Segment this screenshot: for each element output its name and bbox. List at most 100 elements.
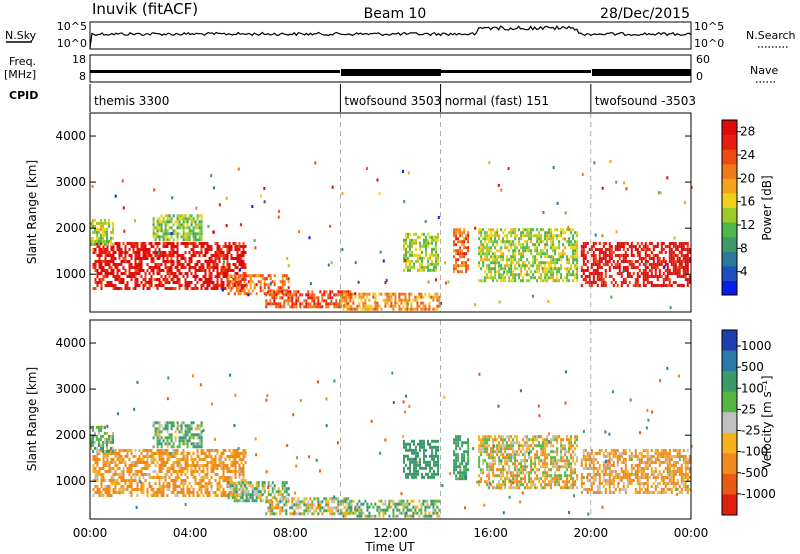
data-cell <box>239 223 242 227</box>
data-cell <box>538 231 541 235</box>
data-cell <box>642 257 645 260</box>
data-cell <box>196 442 199 446</box>
data-cell <box>100 221 102 225</box>
data-cell <box>504 240 507 244</box>
data-cell <box>342 298 345 302</box>
data-cell <box>415 445 417 449</box>
data-cell <box>331 506 334 510</box>
data-cell <box>422 301 425 305</box>
data-cell <box>92 251 95 254</box>
data-cell <box>269 509 272 513</box>
data-cell <box>224 464 227 467</box>
data-cell <box>506 441 509 445</box>
data-cell <box>255 493 258 497</box>
data-cell <box>337 512 340 516</box>
data-cell <box>206 281 209 284</box>
data-cell <box>514 228 517 232</box>
data-cell <box>224 449 227 452</box>
data-cell <box>490 435 493 439</box>
data-cell <box>437 259 439 263</box>
data-cell <box>224 275 227 278</box>
data-cell <box>520 279 523 283</box>
data-cell <box>281 493 284 497</box>
data-cell <box>678 275 681 278</box>
data-cell <box>390 301 393 305</box>
data-cell <box>285 490 288 494</box>
data-cell <box>520 234 523 238</box>
data-cell <box>492 471 495 475</box>
data-cell <box>457 270 460 274</box>
data-cell <box>504 480 507 484</box>
data-cell <box>514 267 517 271</box>
data-cell <box>616 266 619 269</box>
data-cell <box>311 296 314 300</box>
data-cell <box>576 276 579 280</box>
data-cell <box>126 479 129 482</box>
data-cell <box>404 514 407 518</box>
data-cell <box>640 257 643 260</box>
data-cell <box>188 263 191 266</box>
data-cell <box>344 499 347 503</box>
data-cell <box>263 277 266 281</box>
data-cell <box>662 281 665 284</box>
data-cell <box>463 468 466 472</box>
data-cell <box>190 464 193 467</box>
data-cell <box>182 488 185 491</box>
data-cell <box>238 470 241 473</box>
data-cell <box>194 223 197 227</box>
data-cell <box>210 449 213 452</box>
data-cell <box>94 263 97 266</box>
data-cell <box>142 473 145 476</box>
data-cell <box>398 298 401 302</box>
data-cell <box>118 263 121 266</box>
data-cell <box>214 449 217 452</box>
data-cell <box>562 243 565 247</box>
data-cell <box>227 274 230 278</box>
data-cell <box>572 258 575 262</box>
data-cell <box>516 483 519 487</box>
data-cell <box>295 305 298 309</box>
data-cell <box>257 274 260 278</box>
data-cell <box>536 438 539 442</box>
data-cell <box>150 245 153 248</box>
data-cell <box>568 261 571 265</box>
data-cell <box>124 284 127 287</box>
data-cell <box>552 270 555 274</box>
data-cell <box>273 290 276 294</box>
data-cell <box>435 247 437 251</box>
data-cell <box>612 260 615 263</box>
data-cell <box>206 470 209 473</box>
data-cell <box>293 305 296 309</box>
data-cell <box>100 239 102 243</box>
data-cell <box>190 467 193 470</box>
data-cell <box>285 274 288 278</box>
data-cell <box>148 242 151 245</box>
data-cell <box>467 441 470 445</box>
colorbar-swatch <box>722 149 737 165</box>
data-cell <box>546 474 549 478</box>
data-cell <box>652 254 655 257</box>
data-cell <box>540 240 543 244</box>
data-cell <box>382 502 385 506</box>
data-cell <box>90 425 92 429</box>
data-cell <box>106 443 108 447</box>
data-cell <box>196 214 199 218</box>
data-cell <box>672 281 675 284</box>
data-cell <box>188 229 191 233</box>
data-cell <box>104 284 107 287</box>
data-cell <box>510 453 513 457</box>
data-cell <box>526 270 529 274</box>
data-cell <box>409 238 411 242</box>
data-cell <box>154 242 157 245</box>
data-cell <box>417 463 419 467</box>
data-cell <box>237 283 240 287</box>
data-cell <box>323 293 326 297</box>
data-cell <box>648 242 651 245</box>
data-cell <box>534 438 537 442</box>
data-cell <box>484 231 487 235</box>
data-cell <box>516 450 519 454</box>
data-cell <box>411 451 413 455</box>
data-cell <box>130 242 133 245</box>
data-cell <box>672 254 675 257</box>
data-cell <box>96 473 99 476</box>
